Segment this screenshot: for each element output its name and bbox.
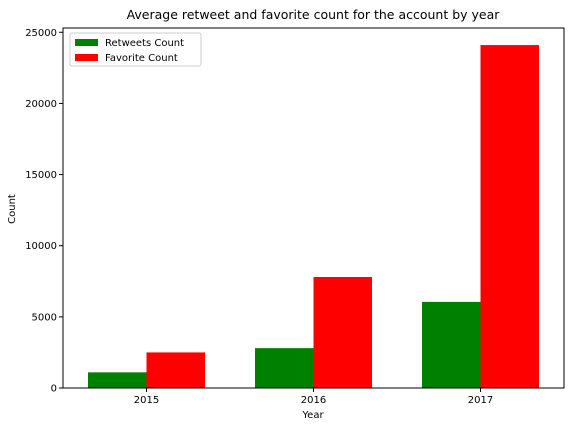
legend-swatch	[75, 39, 98, 46]
legend-entry: Retweets Count	[105, 38, 184, 49]
x-tick-label: 2017	[468, 395, 493, 406]
y-tick-label: 5000	[32, 312, 57, 323]
bar-retweets-count-2016	[255, 348, 314, 388]
bar-favorite-count-2017	[480, 45, 539, 388]
bar-retweets-count-2015	[88, 372, 147, 388]
bars-group	[88, 45, 539, 388]
legend-swatch	[75, 54, 98, 61]
y-tick-label: 0	[51, 384, 57, 395]
legend-box	[69, 32, 202, 67]
chart-title: Average retweet and favorite count for t…	[127, 7, 501, 22]
x-axis-label: Year	[301, 410, 324, 421]
legend-entry: Favorite Count	[105, 53, 178, 64]
bar-retweets-count-2017	[422, 301, 481, 388]
y-axis-label: Count	[7, 194, 18, 224]
bar-favorite-count-2015	[146, 352, 205, 388]
y-tick-label: 10000	[25, 241, 57, 252]
bar-favorite-count-2016	[313, 277, 372, 388]
x-ticks-group: 2015 2016 2017	[134, 388, 493, 406]
y-tick-label: 25000	[25, 28, 57, 39]
y-tick-label: 20000	[25, 99, 57, 110]
x-tick-label: 2016	[301, 395, 326, 406]
y-ticks-group: 0 5000 10000 15000 20000 25000	[25, 28, 63, 395]
y-tick-label: 15000	[25, 170, 57, 181]
legend: Retweets Count Favorite Count	[69, 32, 202, 67]
x-tick-label: 2015	[134, 395, 159, 406]
